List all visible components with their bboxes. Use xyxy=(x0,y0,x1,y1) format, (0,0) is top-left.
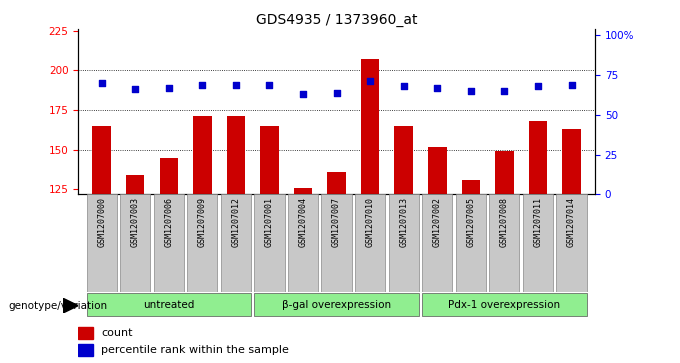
Text: GSM1207014: GSM1207014 xyxy=(567,197,576,247)
Text: GSM1207000: GSM1207000 xyxy=(97,197,106,247)
Text: count: count xyxy=(101,328,133,338)
Bar xyxy=(78,344,92,356)
Bar xyxy=(562,129,581,194)
Text: GSM1207006: GSM1207006 xyxy=(165,197,173,247)
Bar xyxy=(193,117,211,194)
Text: GSM1207005: GSM1207005 xyxy=(466,197,475,247)
Bar xyxy=(388,194,419,292)
Bar xyxy=(361,59,379,194)
Polygon shape xyxy=(63,298,78,313)
Bar xyxy=(160,158,178,194)
Bar xyxy=(86,293,251,316)
Bar xyxy=(288,194,318,292)
Bar xyxy=(221,194,251,292)
Text: GSM1207002: GSM1207002 xyxy=(432,197,442,247)
Text: Pdx-1 overexpression: Pdx-1 overexpression xyxy=(448,300,560,310)
Bar xyxy=(254,293,419,316)
Point xyxy=(432,85,443,91)
Point xyxy=(465,88,476,94)
Point xyxy=(197,82,208,87)
Point xyxy=(298,91,309,97)
Bar xyxy=(529,121,547,194)
Text: GSM1207012: GSM1207012 xyxy=(231,197,241,247)
Bar xyxy=(254,194,285,292)
Bar xyxy=(154,194,184,292)
Text: GSM1207007: GSM1207007 xyxy=(332,197,341,247)
Text: GSM1207003: GSM1207003 xyxy=(131,197,140,247)
Bar xyxy=(462,180,480,194)
Bar xyxy=(422,293,587,316)
Point xyxy=(231,82,241,87)
Bar xyxy=(495,151,513,194)
Bar xyxy=(260,126,279,194)
Text: GSM1207013: GSM1207013 xyxy=(399,197,408,247)
Bar xyxy=(556,194,587,292)
Text: GSM1207008: GSM1207008 xyxy=(500,197,509,247)
Bar xyxy=(456,194,486,292)
Bar xyxy=(523,194,553,292)
Bar xyxy=(86,194,117,292)
Point xyxy=(398,83,409,89)
Title: GDS4935 / 1373960_at: GDS4935 / 1373960_at xyxy=(256,13,418,26)
Text: genotype/variation: genotype/variation xyxy=(8,301,107,311)
Bar xyxy=(490,194,520,292)
Bar xyxy=(294,188,312,194)
Text: GSM1207009: GSM1207009 xyxy=(198,197,207,247)
Text: β-gal overexpression: β-gal overexpression xyxy=(282,300,391,310)
Point xyxy=(163,85,174,91)
Bar xyxy=(322,194,352,292)
Bar xyxy=(120,194,150,292)
Bar xyxy=(394,126,413,194)
Text: GSM1207004: GSM1207004 xyxy=(299,197,307,247)
Text: GSM1207011: GSM1207011 xyxy=(533,197,543,247)
Bar xyxy=(428,147,447,194)
Bar xyxy=(78,327,92,339)
Point xyxy=(264,82,275,87)
Bar xyxy=(187,194,218,292)
Point xyxy=(130,86,141,92)
Point xyxy=(532,83,543,89)
Bar xyxy=(92,126,111,194)
Text: GSM1207010: GSM1207010 xyxy=(366,197,375,247)
Bar xyxy=(355,194,386,292)
Text: untreated: untreated xyxy=(143,300,194,310)
Text: percentile rank within the sample: percentile rank within the sample xyxy=(101,345,289,355)
Bar xyxy=(226,117,245,194)
Bar xyxy=(327,172,346,194)
Text: GSM1207001: GSM1207001 xyxy=(265,197,274,247)
Bar xyxy=(126,175,144,194)
Point xyxy=(566,82,577,87)
Point xyxy=(499,88,510,94)
Point xyxy=(364,78,375,84)
Bar xyxy=(422,194,452,292)
Point xyxy=(97,80,107,86)
Point xyxy=(331,90,342,95)
